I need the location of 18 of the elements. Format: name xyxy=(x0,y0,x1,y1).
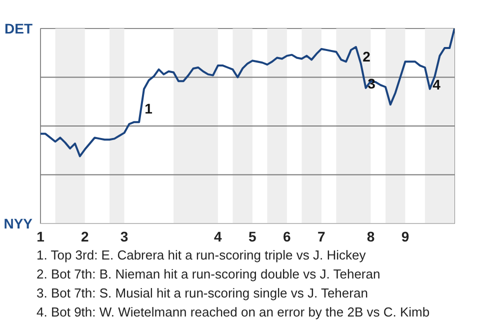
text: 1. Top 3rd: E. Cabrera hit a run-scoring triple vs J. Hickey xyxy=(36,248,366,262)
x-tick-label: 6 xyxy=(283,228,292,244)
text: 2. Bot 7th: B. Nieman hit a run-scoring double vs J. Teheran xyxy=(36,266,380,282)
x-tick-label: 1 xyxy=(36,228,45,244)
text: 3. Bot 7th: S. Musial hit a run-scoring single vs J. Teheran xyxy=(36,286,368,300)
x-tick-label: 7 xyxy=(318,228,326,244)
annotation: 2 xyxy=(362,48,371,64)
text: DET xyxy=(4,20,33,36)
annotation: 4 xyxy=(432,76,441,92)
annotation: 1 xyxy=(144,100,153,116)
x-tick-label: 2 xyxy=(80,228,89,244)
x-tick-label: 3 xyxy=(120,228,128,244)
text: 4. Bot 9th: W. Wietelmann reached on an error by the 2B vs C. Kimb xyxy=(36,304,430,320)
x-tick-label: 5 xyxy=(248,228,257,244)
text: NYY xyxy=(4,216,34,232)
x-tick-label: 4 xyxy=(214,228,222,244)
x-tick-label: 9 xyxy=(401,228,410,244)
x-tick-label: 8 xyxy=(366,228,375,244)
